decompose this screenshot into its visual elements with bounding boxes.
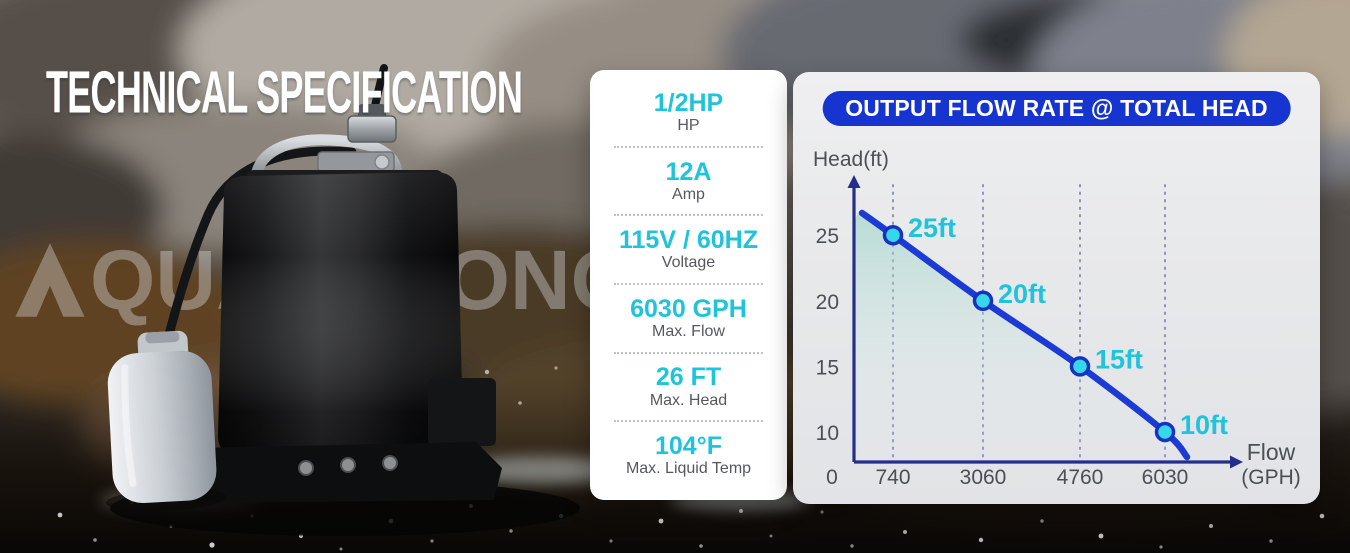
base-bolt [382, 455, 398, 471]
y-tick-label: 10 [816, 422, 839, 445]
float-cable [161, 146, 357, 351]
float-body [107, 350, 217, 503]
flow-head-chart: 25ft 20ft 15ft 10ft 25 20 15 10 0 740 3060 4760 6030… [816, 175, 1301, 489]
spec-label: Max. Head [649, 391, 728, 409]
data-point [972, 290, 994, 312]
spec-value: 115V / 60HZ [619, 226, 758, 255]
y-tick-label: 20 [816, 291, 839, 314]
pump-body [218, 172, 463, 454]
area-fill [855, 212, 1187, 462]
base-flange [180, 442, 502, 503]
spec-row-max-flow: 6030 GPH Max. Flow [590, 294, 787, 341]
spec-row-hp: 1/2HP HP [590, 90, 787, 135]
spec-label: Voltage [661, 254, 716, 272]
x-tick-label: 740 [875, 466, 910, 489]
spec-label: Amp [672, 185, 705, 203]
float-switch [106, 330, 226, 512]
spec-value: 104°F [655, 431, 722, 460]
x-tick-label: 0 [826, 466, 838, 489]
spec-panel: 1/2HP HP 12A Amp 115V / 60HZ Voltage 603… [590, 70, 787, 500]
x-axis-title: Flow [1247, 439, 1296, 465]
data-point [882, 224, 904, 246]
spec-row-voltage: 115V / 60HZ Voltage [590, 227, 787, 272]
point-label: 20ft [998, 279, 1046, 309]
data-point [1069, 356, 1091, 377]
y-axis-title: Head(ft) [813, 148, 889, 171]
spec-row-max-liquid-temp: 104°F Max. Liquid Temp [590, 433, 787, 478]
spec-value: 26 FT [655, 363, 722, 392]
x-axis-unit: (GPH) [1241, 466, 1301, 489]
point-label: 10ft [1180, 410, 1228, 440]
spec-label: Max. Liquid Temp [625, 460, 752, 478]
base-bolt [340, 457, 356, 473]
point-label: 25ft [908, 213, 956, 243]
y-tick-label: 25 [816, 225, 839, 248]
pump-base [180, 378, 502, 503]
chart-panel: OUTPUT FLOW RATE @ TOTAL HEAD Head(ft) 2… [793, 72, 1320, 504]
x-tick-label: 6030 [1142, 466, 1189, 489]
dotted-divider [613, 282, 764, 285]
base-bolt [298, 460, 314, 476]
spec-value: 6030 GPH [630, 294, 747, 323]
spec-label: HP [677, 117, 700, 135]
dotted-divider [613, 145, 764, 148]
point-label: 15ft [1095, 344, 1143, 374]
chart-title-badge: OUTPUT FLOW RATE @ TOTAL HEAD [822, 91, 1291, 126]
spec-row-max-head: 26 FT Max. Head [590, 364, 787, 409]
x-tick-label: 3060 [960, 466, 1007, 489]
dotted-divider [613, 420, 764, 423]
spec-row-amp: 12A Amp [590, 157, 787, 204]
y-tick-label: 15 [816, 356, 839, 379]
x-axis-arrow [1230, 455, 1243, 469]
spec-label: Max. Flow [652, 322, 725, 340]
spec-value: 1/2HP [653, 89, 724, 117]
spec-value: 12A [665, 157, 712, 186]
aquastrong-logo-a-icon [15, 243, 85, 317]
base-step [428, 378, 496, 446]
discharge-fitting-nut [347, 115, 397, 143]
handle-bolt [374, 154, 390, 170]
page-title: TECHNICAL SPECIFICATION [46, 59, 523, 126]
dotted-divider [613, 214, 764, 217]
y-axis-arrow [847, 175, 861, 188]
dotted-divider [613, 351, 764, 354]
x-tick-label: 4760 [1057, 466, 1104, 489]
data-point [1154, 421, 1176, 443]
